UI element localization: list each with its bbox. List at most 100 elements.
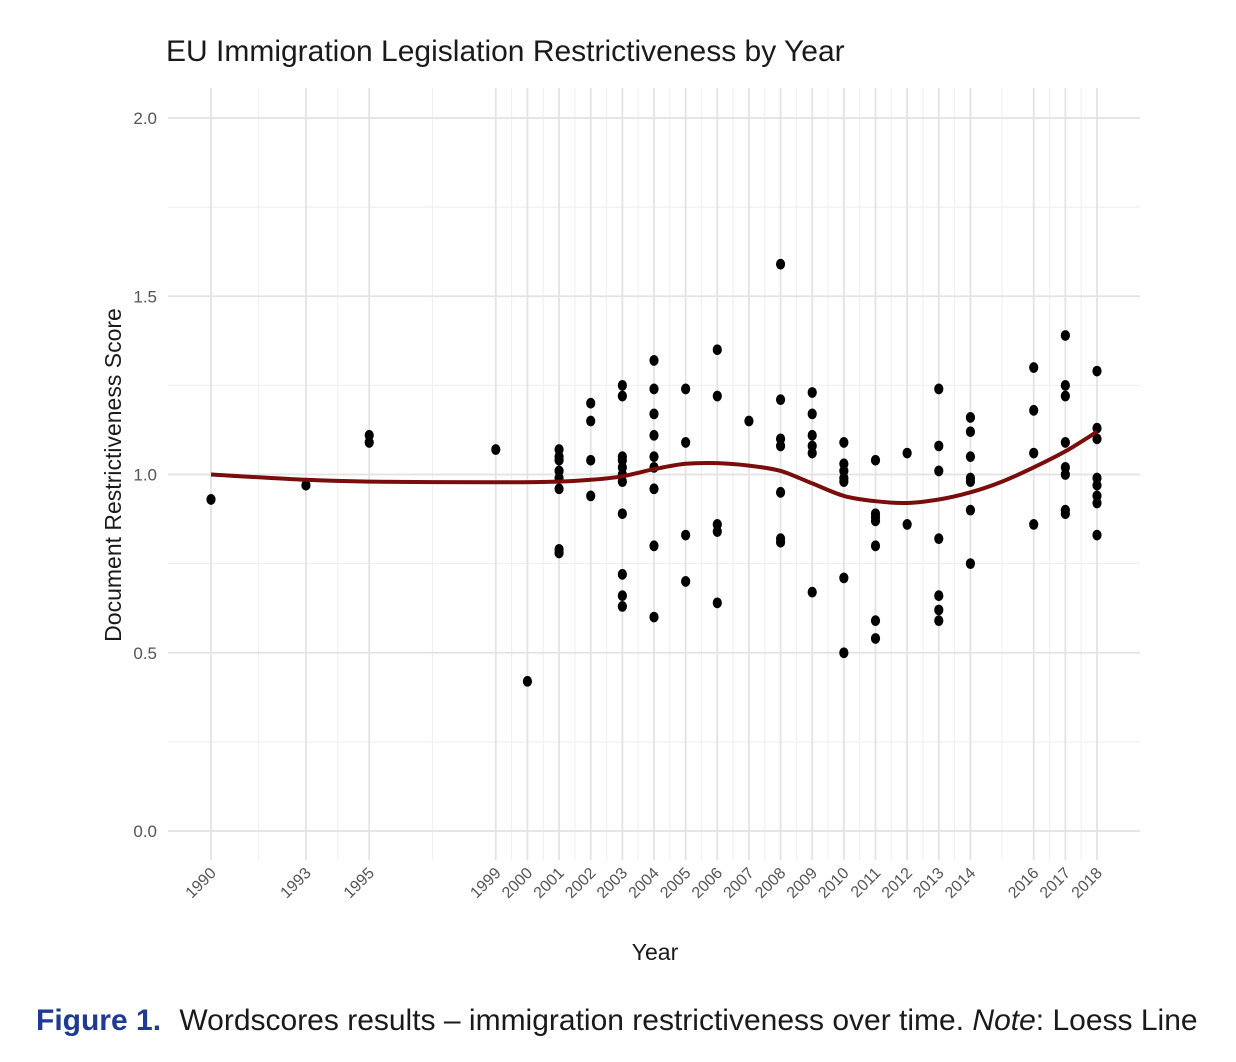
data-point [870, 540, 881, 552]
x-tick-label: 2002 [562, 865, 599, 902]
data-point [554, 454, 564, 466]
data-point [965, 558, 976, 570]
data-point [870, 515, 881, 527]
data-point [712, 344, 722, 356]
data-point [649, 355, 659, 366]
x-tick-label: 2008 [752, 865, 789, 902]
y-tick-label: 2.0 [133, 109, 157, 128]
x-tick-labels: 1990 1993 1995 1999200020012002200320042005… [183, 865, 1106, 902]
data-point [807, 429, 817, 441]
x-tick-label: 1990 [183, 865, 220, 902]
y-tick-label: 0.0 [133, 822, 157, 841]
data-point [934, 533, 944, 545]
data-point [1029, 519, 1039, 530]
data-point [1029, 404, 1039, 416]
data-point [681, 383, 691, 395]
data-point [775, 394, 786, 406]
data-points [206, 258, 1102, 687]
x-tick-label: 2006 [689, 865, 726, 902]
data-point [617, 508, 627, 520]
data-point [965, 451, 976, 463]
data-point [712, 390, 722, 402]
data-point [586, 415, 596, 427]
x-tick-label: 2016 [1005, 865, 1042, 902]
data-point [934, 590, 944, 602]
data-point [839, 437, 849, 448]
data-point [775, 486, 786, 498]
data-point [617, 601, 627, 612]
data-point [1060, 508, 1070, 520]
data-point [1092, 529, 1102, 541]
data-point [617, 390, 627, 402]
data-point [934, 440, 944, 452]
data-point [965, 426, 976, 438]
data-point [1092, 433, 1102, 445]
x-tick-label: 2004 [626, 865, 663, 902]
x-tick-label: 2003 [594, 865, 631, 902]
x-tick-label: 2000 [499, 865, 536, 902]
data-point [617, 476, 627, 488]
chart-title: EU Immigration Legislation Restrictivene… [166, 35, 845, 68]
data-point [1092, 497, 1102, 509]
x-tick-label: 2012 [879, 865, 916, 902]
data-point [649, 429, 659, 441]
x-tick-label: 2013 [910, 865, 947, 902]
data-point [1092, 365, 1102, 377]
note-label: Note [972, 1004, 1036, 1037]
loess-line [210, 430, 1099, 506]
x-axis-title: Year [632, 939, 679, 965]
data-point [965, 476, 976, 488]
data-point [839, 572, 849, 584]
data-point [649, 451, 659, 463]
data-point [554, 483, 564, 495]
data-point [586, 454, 596, 466]
data-point [681, 529, 691, 541]
data-point [586, 490, 596, 502]
y-tick-label: 1.5 [133, 287, 157, 306]
data-point [491, 444, 501, 455]
x-tick-label: 2014 [942, 865, 979, 902]
x-tick-label: 2018 [1069, 865, 1106, 902]
data-point [554, 547, 564, 559]
x-tick-label: 2017 [1037, 865, 1074, 902]
caption-text: Wordscores results – immigration restric… [179, 1004, 965, 1037]
data-point [617, 568, 627, 580]
x-tick-label: 1993 [278, 865, 315, 902]
data-point [807, 408, 817, 420]
y-tick-label: 1.0 [133, 466, 157, 485]
data-point [206, 494, 216, 505]
data-point [586, 397, 596, 409]
figure-label: Figure 1. [36, 1004, 162, 1037]
data-point [870, 615, 881, 627]
data-point [522, 675, 533, 687]
data-point [681, 576, 691, 587]
y-tick-label: 0.5 [133, 644, 157, 663]
data-point [902, 519, 912, 530]
y-tick-labels: 0.0 0.5 1.0 1.5 2.0 [133, 109, 157, 841]
data-point [775, 440, 786, 452]
data-point [934, 465, 944, 477]
data-point [364, 437, 374, 448]
data-point [617, 590, 627, 602]
data-point [1060, 469, 1070, 480]
data-point [870, 454, 881, 466]
data-point [807, 586, 817, 598]
data-point [1092, 479, 1102, 491]
data-point [649, 408, 659, 420]
data-point [807, 387, 817, 398]
data-point [934, 383, 944, 395]
data-point [301, 479, 311, 491]
figure-caption: Figure 1. Wordscores results – immigrati… [36, 1004, 1226, 1038]
data-point [902, 447, 912, 459]
data-point [839, 476, 849, 488]
x-tick-label: 2011 [848, 865, 884, 901]
data-point [649, 483, 659, 495]
data-point [649, 540, 659, 552]
x-tick-label: 2009 [784, 865, 821, 902]
data-point [712, 526, 722, 537]
x-tick-label: 1999 [467, 865, 504, 902]
data-point [934, 615, 944, 627]
data-point [870, 633, 881, 644]
x-tick-label: 2010 [815, 865, 852, 902]
data-point [1060, 390, 1070, 402]
